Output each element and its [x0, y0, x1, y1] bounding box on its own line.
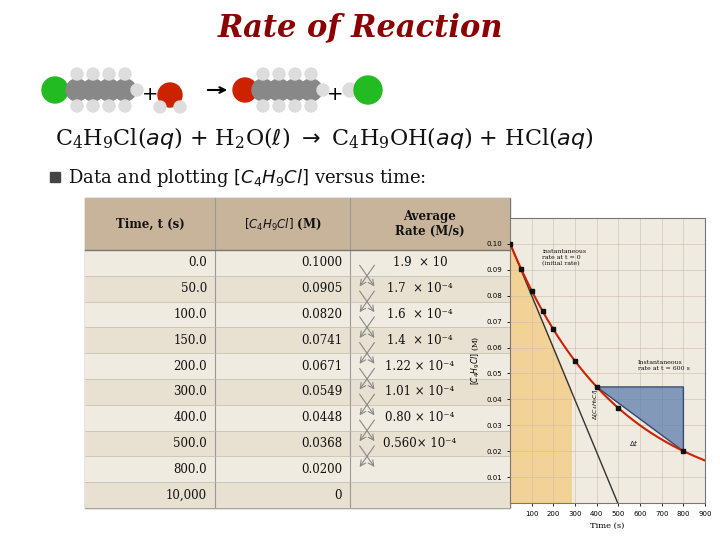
- Text: Data and plotting $[C_4H_9Cl]$ versus time:: Data and plotting $[C_4H_9Cl]$ versus ti…: [68, 167, 426, 189]
- Text: 300.0: 300.0: [174, 386, 207, 399]
- Text: 0.0368: 0.0368: [301, 437, 342, 450]
- Polygon shape: [597, 387, 683, 451]
- Text: 0.0: 0.0: [188, 256, 207, 269]
- Circle shape: [42, 77, 68, 103]
- Circle shape: [257, 100, 269, 112]
- Circle shape: [284, 79, 306, 101]
- Text: 0.0549: 0.0549: [301, 386, 342, 399]
- Text: 0.0820: 0.0820: [301, 308, 342, 321]
- Text: 1.22 × 10⁻⁴: 1.22 × 10⁻⁴: [385, 360, 454, 373]
- Text: 150.0: 150.0: [174, 334, 207, 347]
- Text: 500.0: 500.0: [174, 437, 207, 450]
- Text: 10,000: 10,000: [166, 489, 207, 502]
- Bar: [85, 302, 510, 327]
- Text: Time, t (s): Time, t (s): [116, 218, 184, 231]
- Text: 200.0: 200.0: [174, 360, 207, 373]
- Circle shape: [131, 84, 143, 96]
- Bar: [85, 250, 510, 276]
- Circle shape: [71, 100, 83, 112]
- Text: instantaneous
rate at t = 0
(initial rate): instantaneous rate at t = 0 (initial rat…: [542, 249, 587, 266]
- Circle shape: [98, 79, 120, 101]
- Text: 0.1000: 0.1000: [301, 256, 342, 269]
- Bar: [85, 405, 510, 430]
- Text: 1.01 × 10⁻⁴: 1.01 × 10⁻⁴: [385, 386, 454, 399]
- Bar: [85, 430, 510, 456]
- Text: 0.0905: 0.0905: [301, 282, 342, 295]
- Bar: [85, 353, 510, 379]
- Text: 400.0: 400.0: [174, 411, 207, 424]
- Text: 0.560× 10⁻⁴: 0.560× 10⁻⁴: [383, 437, 456, 450]
- Text: 0.0200: 0.0200: [301, 463, 342, 476]
- Text: $\mathregular{C_4H_9}$Cl($aq$) + $\mathregular{H_2}$O($\ell$) $\rightarrow$ $\ma: $\mathregular{C_4H_9}$Cl($aq$) + $\mathr…: [55, 125, 594, 151]
- Circle shape: [174, 101, 186, 113]
- Circle shape: [268, 79, 290, 101]
- Circle shape: [103, 68, 115, 80]
- Circle shape: [343, 83, 357, 97]
- Circle shape: [273, 100, 285, 112]
- X-axis label: Time (s): Time (s): [590, 522, 625, 530]
- Text: $\Delta t$: $\Delta t$: [629, 438, 639, 448]
- Circle shape: [300, 79, 322, 101]
- Circle shape: [317, 84, 329, 96]
- Text: 1.4  × 10⁻⁴: 1.4 × 10⁻⁴: [387, 334, 453, 347]
- Circle shape: [233, 78, 257, 102]
- Circle shape: [66, 79, 88, 101]
- Text: +: +: [142, 84, 158, 104]
- Text: 1.9  × 10: 1.9 × 10: [392, 256, 447, 269]
- Circle shape: [82, 79, 104, 101]
- Text: 0.0448: 0.0448: [301, 411, 342, 424]
- Circle shape: [158, 83, 182, 107]
- Bar: [85, 456, 510, 482]
- Circle shape: [154, 101, 166, 113]
- Text: Average
Rate (M/s): Average Rate (M/s): [395, 210, 465, 238]
- Circle shape: [119, 68, 131, 80]
- Text: Instantaneous
rate at t = 600 s: Instantaneous rate at t = 600 s: [638, 361, 690, 372]
- Text: Rate of Reaction: Rate of Reaction: [217, 12, 503, 44]
- Bar: [85, 379, 510, 405]
- Text: 1.6  × 10⁻⁴: 1.6 × 10⁻⁴: [387, 308, 453, 321]
- Text: 100.0: 100.0: [174, 308, 207, 321]
- Text: 50.0: 50.0: [181, 282, 207, 295]
- Bar: [85, 276, 510, 302]
- Circle shape: [87, 100, 99, 112]
- Circle shape: [273, 68, 285, 80]
- Circle shape: [71, 68, 83, 80]
- Text: 0.0741: 0.0741: [301, 334, 342, 347]
- Circle shape: [289, 100, 301, 112]
- Circle shape: [354, 76, 382, 104]
- Circle shape: [103, 100, 115, 112]
- Circle shape: [87, 68, 99, 80]
- Text: $[C_4H_9Cl]$ (M): $[C_4H_9Cl]$ (M): [243, 217, 321, 232]
- Bar: [85, 198, 510, 508]
- Circle shape: [305, 100, 317, 112]
- Text: 800.0: 800.0: [174, 463, 207, 476]
- Circle shape: [305, 68, 317, 80]
- Circle shape: [119, 100, 131, 112]
- Text: +: +: [327, 84, 343, 104]
- Text: 1.7  × 10⁻⁴: 1.7 × 10⁻⁴: [387, 282, 453, 295]
- Text: 0: 0: [335, 489, 342, 502]
- Bar: [85, 198, 510, 250]
- Bar: [85, 482, 510, 508]
- Circle shape: [252, 79, 274, 101]
- Y-axis label: $[C_4H_9Cl]$ (M): $[C_4H_9Cl]$ (M): [469, 336, 481, 385]
- Circle shape: [289, 68, 301, 80]
- Circle shape: [257, 68, 269, 80]
- Circle shape: [114, 79, 136, 101]
- Text: $\Delta[C_4H_9Cl]$: $\Delta[C_4H_9Cl]$: [591, 389, 600, 421]
- Bar: [50, 172, 60, 182]
- Bar: [85, 327, 510, 353]
- Text: 0.0671: 0.0671: [301, 360, 342, 373]
- Text: 0.80 × 10⁻⁴: 0.80 × 10⁻⁴: [385, 411, 455, 424]
